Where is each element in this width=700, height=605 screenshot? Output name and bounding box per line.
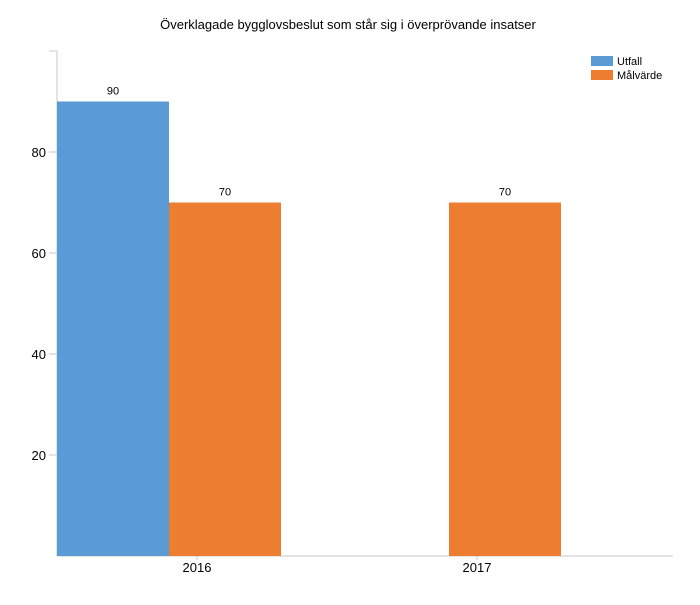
y-tick-label: 80 [32,145,46,160]
x-tick-label: 2016 [183,560,212,575]
legend-label: Målvärde [617,70,662,82]
bars [57,101,561,556]
y-tick-label: 40 [32,347,46,362]
chart-title: Överklagade bygglovsbeslut som står sig … [160,17,536,32]
data-labels: 90 70 70 [107,86,511,199]
legend-swatch [591,70,613,80]
legend: Utfall Målvärde [591,56,662,82]
legend-label: Utfall [617,56,642,68]
y-tick-label: 20 [32,448,46,463]
x-tick-label: 2017 [463,560,492,575]
legend-swatch [591,56,613,66]
bar-m-lv-rde-2016 [169,202,281,556]
data-label: 70 [219,187,231,199]
data-label: 70 [499,187,511,199]
bar-utfall-2016 [57,101,169,556]
bar-m-lv-rde-2017 [449,202,561,556]
y-tick-label: 60 [32,246,46,261]
data-label: 90 [107,86,119,98]
